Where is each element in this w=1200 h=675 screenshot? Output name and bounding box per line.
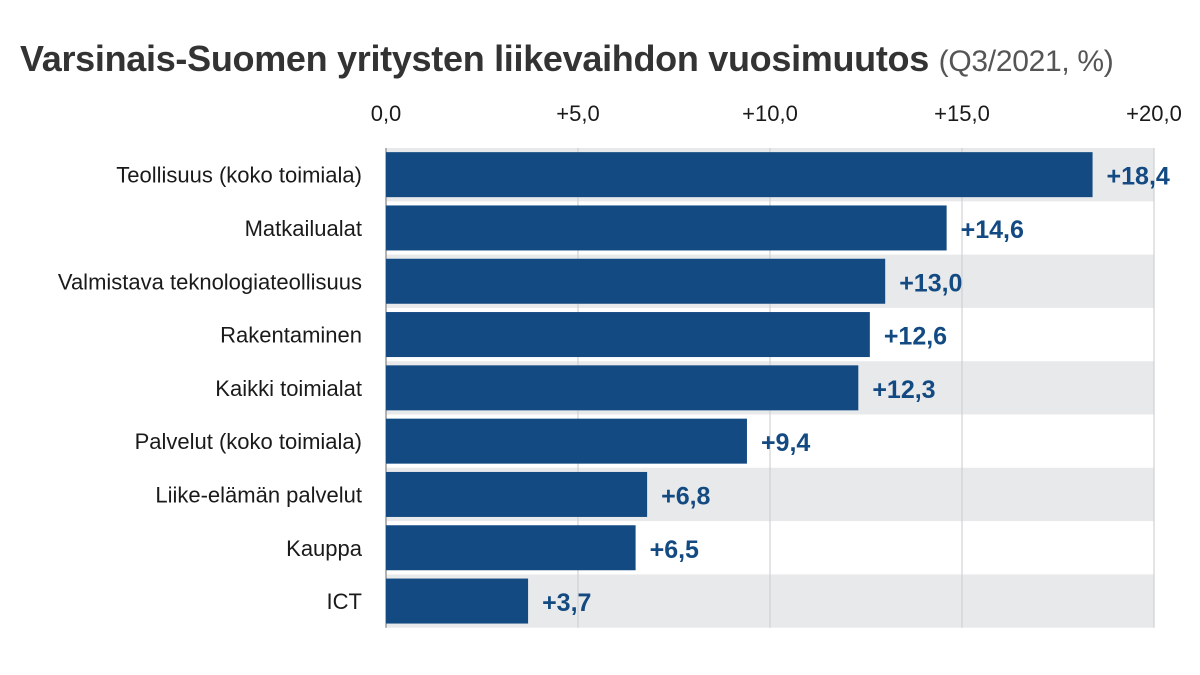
bars — [386, 152, 1093, 624]
category-label: Teollisuus (koko toimiala) — [116, 163, 362, 188]
x-tick-label: +20,0 — [1126, 101, 1182, 126]
value-label: +9,4 — [761, 429, 810, 457]
bar — [386, 525, 636, 571]
category-label: Palvelut (koko toimiala) — [135, 429, 362, 454]
value-label: +6,5 — [650, 536, 699, 564]
value-label: +12,3 — [872, 376, 935, 404]
category-label: Valmistava teknologiateollisuus — [58, 269, 362, 294]
x-tick-label: +5,0 — [556, 101, 599, 126]
category-labels: Teollisuus (koko toimiala) Matkailualat Va… — [58, 163, 363, 614]
value-labels: +18,4 +14,6 +13,0 +12,6 +12,3 +9,4 +6,8 +6,5 +3,… — [542, 163, 1170, 617]
value-label: +13,0 — [899, 269, 962, 297]
chart-title-unit: (Q3/2021, %) — [938, 45, 1114, 78]
x-tick-label: +15,0 — [934, 101, 990, 126]
x-tick-label: 0,0 — [371, 101, 402, 126]
bar — [386, 152, 1093, 198]
bar — [386, 365, 859, 411]
category-label: ICT — [327, 589, 362, 614]
value-label: +18,4 — [1107, 163, 1170, 191]
category-label: Matkailualat — [245, 216, 362, 241]
value-label: +6,8 — [661, 482, 710, 510]
category-label: Kauppa — [286, 536, 363, 561]
chart-title-main: Varsinais-Suomen yritysten liikevaihdon … — [20, 38, 929, 79]
value-label: +12,6 — [884, 323, 947, 351]
bar — [386, 418, 747, 464]
category-label: Kaikki toimialat — [215, 376, 362, 401]
value-label: +14,6 — [961, 216, 1024, 244]
category-label: Liike-elämän palvelut — [155, 482, 362, 507]
bar — [386, 471, 648, 517]
category-label: Rakentaminen — [220, 323, 362, 348]
value-label: +3,7 — [542, 589, 591, 617]
chart-title: Varsinais-Suomen yritysten liikevaihdon … — [20, 38, 1114, 80]
x-tick-labels: 0,0 +5,0 +10,0 +15,0 +20,0 — [371, 101, 1182, 126]
x-tick-label: +10,0 — [742, 101, 798, 126]
bar — [386, 258, 886, 304]
bar — [386, 312, 870, 358]
bar — [386, 205, 947, 251]
bar — [386, 578, 529, 624]
